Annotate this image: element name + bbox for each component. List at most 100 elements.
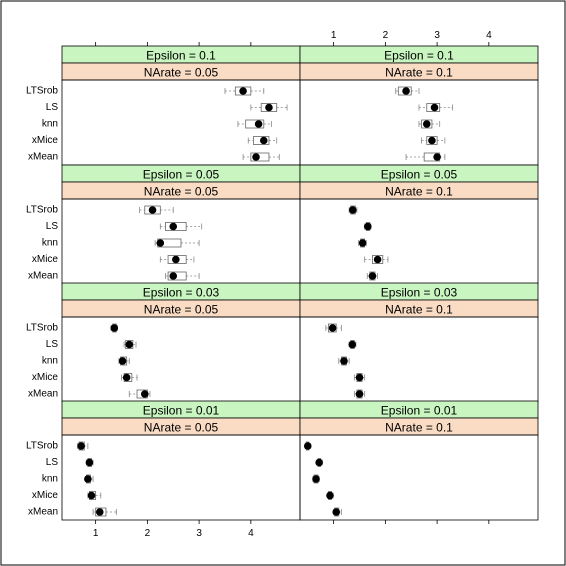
box-iqr <box>250 152 270 162</box>
top-tick-label: 3 <box>434 30 440 41</box>
box-knn <box>358 238 367 248</box>
median-dot <box>148 206 157 214</box>
panel-1: Epsilon = 0.1 NArate = 0.1 <box>299 45 539 166</box>
median-dot <box>312 475 320 483</box>
median-dot <box>254 120 263 128</box>
method-label: xMean <box>28 271 58 282</box>
panel-2: Epsilon = 0.05 NArate = 0.05 <box>61 164 301 285</box>
median-dot <box>433 153 441 161</box>
method-label: knn <box>42 356 58 367</box>
box-xmean <box>405 152 446 162</box>
median-dot <box>125 340 134 349</box>
strip-narate-label: NArate = 0.1 <box>385 303 453 317</box>
strip-narate-label: NArate = 0.05 <box>144 66 219 80</box>
method-label: knn <box>42 238 58 249</box>
strip-epsilon-label: Epsilon = 0.01 <box>143 404 220 418</box>
box-knn <box>338 356 350 366</box>
box-xmean <box>332 507 342 517</box>
median-dot <box>172 255 180 264</box>
median-dot <box>358 239 367 247</box>
top-tick-label: 1 <box>331 30 337 41</box>
method-label: LTSrob <box>26 441 58 452</box>
bottom-axis: 1 2 3 4 <box>93 520 490 539</box>
median-dot <box>428 136 436 145</box>
box-xmean <box>165 271 200 281</box>
median-dot <box>118 357 127 365</box>
box-ls <box>85 458 94 467</box>
box-xmean <box>92 507 117 517</box>
median-dot <box>156 239 165 247</box>
median-dot <box>140 390 149 398</box>
box-knn <box>418 119 441 129</box>
method-label: LTSrob <box>26 205 58 216</box>
median-dot <box>430 103 439 112</box>
method-label: xMean <box>28 152 58 163</box>
box-xmean <box>128 389 151 399</box>
strip-epsilon-label: Epsilon = 0.05 <box>143 168 220 182</box>
median-dot <box>355 373 364 382</box>
box-ls <box>363 222 372 231</box>
method-label: xMean <box>28 507 58 518</box>
panel-7: Epsilon = 0.01 NArate = 0.1 <box>299 400 539 521</box>
strip-epsilon-label: Epsilon = 0.1 <box>146 49 216 63</box>
median-dot <box>340 357 348 365</box>
box-xmice <box>326 491 334 500</box>
panel-plot-area <box>61 79 301 166</box>
method-label: knn <box>42 474 58 485</box>
median-dot <box>265 103 273 112</box>
panel-0: Epsilon = 0.1 NArate = 0.05 <box>61 45 301 166</box>
median-dot <box>110 324 119 332</box>
box-xmice <box>353 373 366 382</box>
median-dot <box>348 340 357 349</box>
method-label: LTSrob <box>26 323 58 334</box>
top-tick-label: 2 <box>383 30 389 41</box>
strip-epsilon-label: Epsilon = 0.03 <box>381 286 458 300</box>
box-iqr <box>245 119 265 129</box>
box-xmean <box>366 271 379 281</box>
box-ltsrob <box>348 205 358 215</box>
box-xmice <box>159 255 195 264</box>
box-ls <box>123 340 137 349</box>
panel-plot-area <box>299 434 539 521</box>
median-dot <box>77 442 85 450</box>
panel-plot-area <box>61 316 301 403</box>
box-ls <box>315 458 323 467</box>
median-dot <box>328 324 337 332</box>
strip-epsilon-label: Epsilon = 0.03 <box>143 286 220 300</box>
method-label: xMice <box>32 490 59 501</box>
box-xmice <box>364 255 389 264</box>
panel-5: Epsilon = 0.03 NArate = 0.1 <box>299 282 539 403</box>
box-ls <box>250 103 288 112</box>
box-ls <box>159 222 203 231</box>
median-dot <box>259 136 268 145</box>
box-ls <box>348 340 357 349</box>
bottom-tick-label: 2 <box>145 528 151 539</box>
method-label: xMice <box>32 135 59 146</box>
method-label: LS <box>46 102 59 113</box>
median-dot <box>122 373 131 382</box>
bottom-tick-label: 1 <box>93 528 99 539</box>
method-label: LS <box>46 457 59 468</box>
median-dot <box>95 508 104 516</box>
box-ltsrob <box>224 86 265 96</box>
box-knn <box>312 474 320 484</box>
median-dot <box>252 153 260 161</box>
box-ltsrob <box>77 441 89 451</box>
median-dot <box>363 222 372 231</box>
panel-6: Epsilon = 0.01 NArate = 0.05 <box>61 400 301 521</box>
strip-narate-label: NArate = 0.1 <box>385 185 453 199</box>
box-xmice <box>121 373 138 382</box>
method-label: LTSrob <box>26 86 58 97</box>
median-dot <box>368 272 377 280</box>
method-label: xMice <box>32 254 59 265</box>
method-label: knn <box>42 119 58 130</box>
strip-narate-label: NArate = 0.05 <box>144 303 219 317</box>
box-knn <box>84 474 94 484</box>
strip-epsilon-label: Epsilon = 0.05 <box>381 168 458 182</box>
box-knn <box>237 119 272 129</box>
median-dot <box>239 87 247 95</box>
strip-epsilon-label: Epsilon = 0.1 <box>384 49 454 63</box>
top-axis: 1 2 3 4 <box>95 30 492 46</box>
median-dot <box>84 475 92 483</box>
